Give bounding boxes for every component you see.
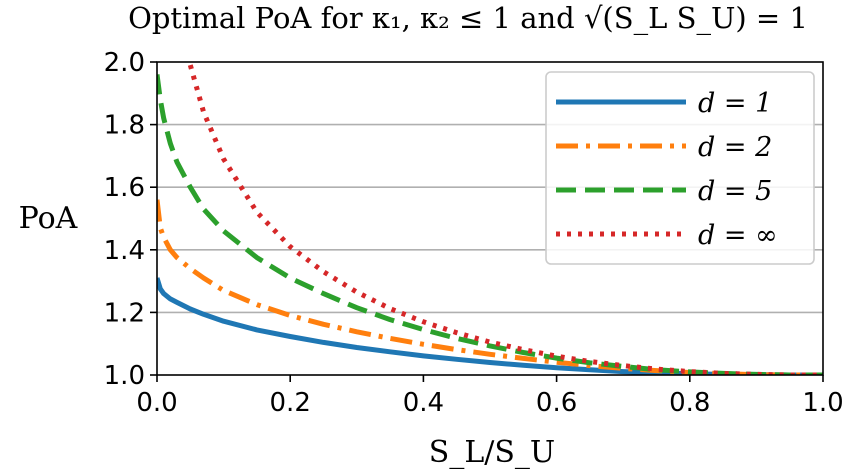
chart-title: Optimal PoA for κ₁, κ₂ ≤ 1 and √(S_L S_U… <box>128 1 808 36</box>
plot-frame <box>156 61 824 376</box>
series-lines <box>157 64 823 375</box>
y-axis-label: PoA <box>19 201 78 236</box>
x-axis-label: S_L/S_U <box>429 435 555 470</box>
y-axis: 1.0 1.2 1.4 1.6 1.8 2.0 <box>104 48 157 391</box>
x-tick-label: 0.2 <box>270 388 311 418</box>
x-tick-label: 0.6 <box>536 388 577 418</box>
x-tick-label: 1.0 <box>802 388 843 418</box>
x-tick-label: 0.4 <box>403 388 444 418</box>
legend-label: d = 1 <box>698 88 772 119</box>
legend-label: d = ∞ <box>698 220 778 251</box>
x-tick-label: 0.8 <box>669 388 710 418</box>
y-tick-label: 2.0 <box>104 48 145 78</box>
series-line <box>187 64 823 375</box>
x-tick-label: 0.0 <box>136 388 177 418</box>
y-tick-label: 1.4 <box>104 236 145 266</box>
x-axis: 0.0 0.2 0.4 0.6 0.8 1.0 <box>136 375 844 418</box>
legend-box <box>545 71 815 265</box>
legend-label: d = 2 <box>698 132 772 163</box>
series-line <box>157 74 823 375</box>
series-line <box>157 277 823 375</box>
y-tick-label: 1.8 <box>104 111 145 141</box>
legend: d = 1 d = 2 d = 5 d = ∞ <box>545 71 815 265</box>
y-tick-label: 1.6 <box>104 173 145 203</box>
y-tick-label: 1.2 <box>104 298 145 328</box>
legend-label: d = 5 <box>698 176 772 207</box>
y-tick-label: 1.0 <box>104 361 145 391</box>
